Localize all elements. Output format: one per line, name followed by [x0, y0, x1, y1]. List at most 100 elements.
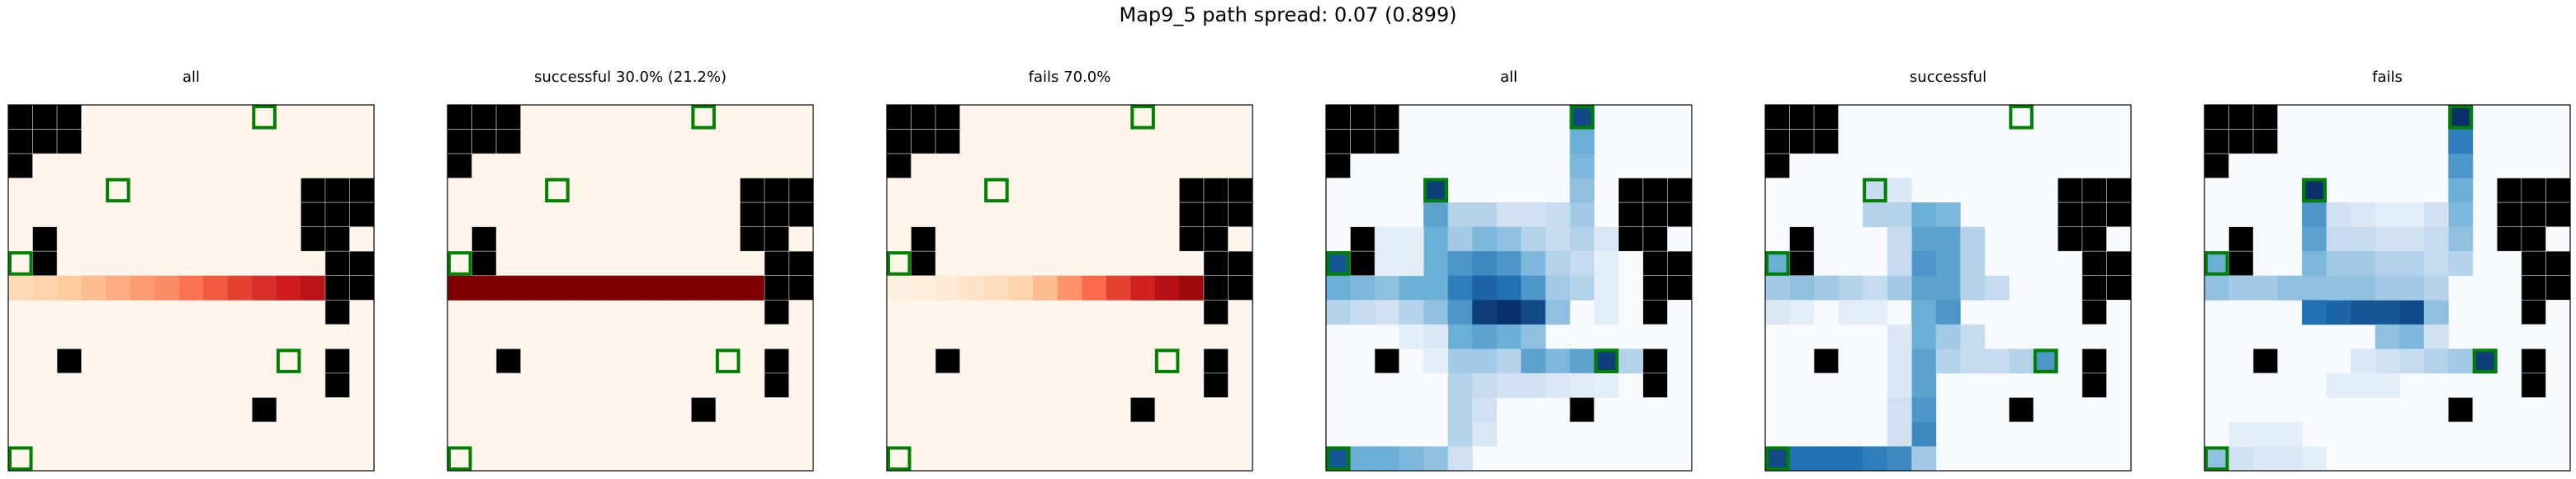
heatmap-cell: [2448, 154, 2474, 178]
obstacle-cell: [1179, 202, 1205, 227]
heatmap-cell: [740, 275, 765, 301]
goal-marker: [545, 178, 570, 203]
heatmap-cell: [1472, 275, 1498, 301]
heatmap-cell: [2472, 349, 2498, 374]
heatmap-panel: successful: [1764, 69, 2132, 472]
heatmap-cell: [642, 275, 668, 301]
heatmap-cell: [1545, 372, 1570, 398]
obstacle-cell: [56, 349, 82, 374]
obstacle-cell: [1228, 250, 1253, 277]
heatmap-cell: [2448, 349, 2474, 374]
heatmap-panel: successful 30.0% (21.2%): [447, 69, 814, 472]
heatmap-cell: [1887, 349, 1912, 374]
heatmap-cell: [1911, 251, 1937, 277]
heatmap-cell: [1496, 349, 1522, 374]
obstacle-cell: [2081, 372, 2107, 398]
heatmap-cell: [1765, 275, 1790, 301]
obstacle-cell: [324, 372, 350, 398]
goal-marker: [1593, 349, 1619, 373]
goal-marker: [1130, 105, 1155, 130]
heatmap-cell: [1057, 275, 1082, 301]
obstacle-cell: [2521, 202, 2546, 227]
obstacle-cell: [1203, 226, 1229, 252]
heatmap-cell: [1472, 372, 1498, 398]
obstacle-cell: [1642, 250, 1668, 277]
heatmap-cell: [1789, 300, 1815, 325]
heatmap-cell: [1814, 446, 1839, 472]
obstacle-cell: [764, 226, 789, 252]
goal-marker: [1570, 105, 1594, 130]
goal-marker: [691, 105, 716, 130]
obstacle-cell: [2545, 275, 2571, 301]
heatmap-cell: [2399, 202, 2425, 228]
obstacle-cell: [2252, 349, 2278, 374]
obstacle-cell: [471, 129, 497, 154]
obstacle-cell: [1325, 129, 1351, 154]
heatmap-cell: [2326, 300, 2351, 325]
heatmap-cell: [1472, 300, 1498, 325]
obstacle-cell: [2545, 250, 2571, 277]
obstacle-cell: [2081, 299, 2107, 325]
heatmap-cell: [1423, 349, 1449, 374]
obstacle-cell: [911, 104, 936, 130]
heatmap-cell: [2423, 226, 2449, 252]
heatmap-cell: [1399, 324, 1424, 349]
heatmap-cell: [1447, 226, 1473, 252]
heatmap-cell: [1496, 226, 1522, 252]
goal-marker: [1326, 446, 1351, 472]
heatmap-cell: [1960, 275, 1986, 301]
heatmap-cell: [2375, 300, 2400, 325]
obstacle-cell: [2081, 275, 2107, 301]
goal-marker: [2033, 349, 2058, 373]
obstacle-cell: [1667, 250, 1693, 277]
heatmap-cell: [1570, 178, 1595, 203]
heatmap-cell: [1106, 275, 1131, 301]
heatmap-cell: [1863, 202, 1888, 228]
heatmap-cell: [1326, 446, 1351, 472]
panel-frame: [886, 104, 1253, 472]
heatmap-cell: [1423, 178, 1449, 203]
heatmap-cell: [252, 275, 277, 301]
obstacle-cell: [1642, 349, 1668, 374]
heatmap-cell: [2302, 251, 2327, 277]
heatmap-cell: [2351, 275, 2376, 301]
obstacle-cell: [1228, 178, 1253, 203]
heatmap-cell: [1423, 300, 1449, 325]
heatmap-cell: [935, 275, 960, 301]
heatmap-cell: [57, 275, 82, 301]
goal-marker: [276, 349, 301, 373]
heatmap-cell: [1472, 202, 1498, 228]
obstacle-cell: [935, 104, 960, 130]
obstacle-cell: [252, 397, 277, 423]
heatmap-cell: [1863, 300, 1888, 325]
obstacle-cell: [1203, 299, 1229, 325]
heatmap-cell: [178, 275, 204, 301]
heatmap-cell: [2351, 251, 2376, 277]
obstacle-cell: [1789, 226, 1815, 252]
obstacle-cell: [1374, 349, 1399, 374]
obstacle-cell: [1618, 226, 1644, 252]
heatmap-cell: [2375, 324, 2400, 349]
obstacle-cell: [32, 250, 58, 277]
heatmap-cell: [1570, 154, 1595, 178]
heatmap-cell: [1570, 251, 1595, 277]
heatmap-cell: [1960, 349, 1986, 374]
heatmap-cell: [1521, 202, 1546, 228]
heatmap-cell: [2375, 372, 2400, 398]
obstacle-cell: [1350, 129, 1376, 154]
obstacle-cell: [2521, 299, 2546, 325]
obstacle-cell: [1179, 226, 1205, 252]
heatmap-cell: [1887, 226, 1912, 252]
obstacle-cell: [301, 202, 326, 227]
heatmap-cell: [691, 275, 717, 301]
goal-marker: [1765, 251, 1790, 276]
heatmap-cell: [1789, 275, 1815, 301]
heatmap-cell: [1447, 421, 1473, 447]
goal-marker: [106, 178, 130, 203]
heatmap-cell: [2228, 446, 2254, 472]
heatmap-panel: fails: [2204, 69, 2571, 472]
obstacle-cell: [1667, 202, 1693, 227]
heatmap-cell: [1935, 349, 1961, 374]
heatmap-cell: [1838, 446, 1863, 472]
heatmap-cell: [2228, 421, 2254, 447]
